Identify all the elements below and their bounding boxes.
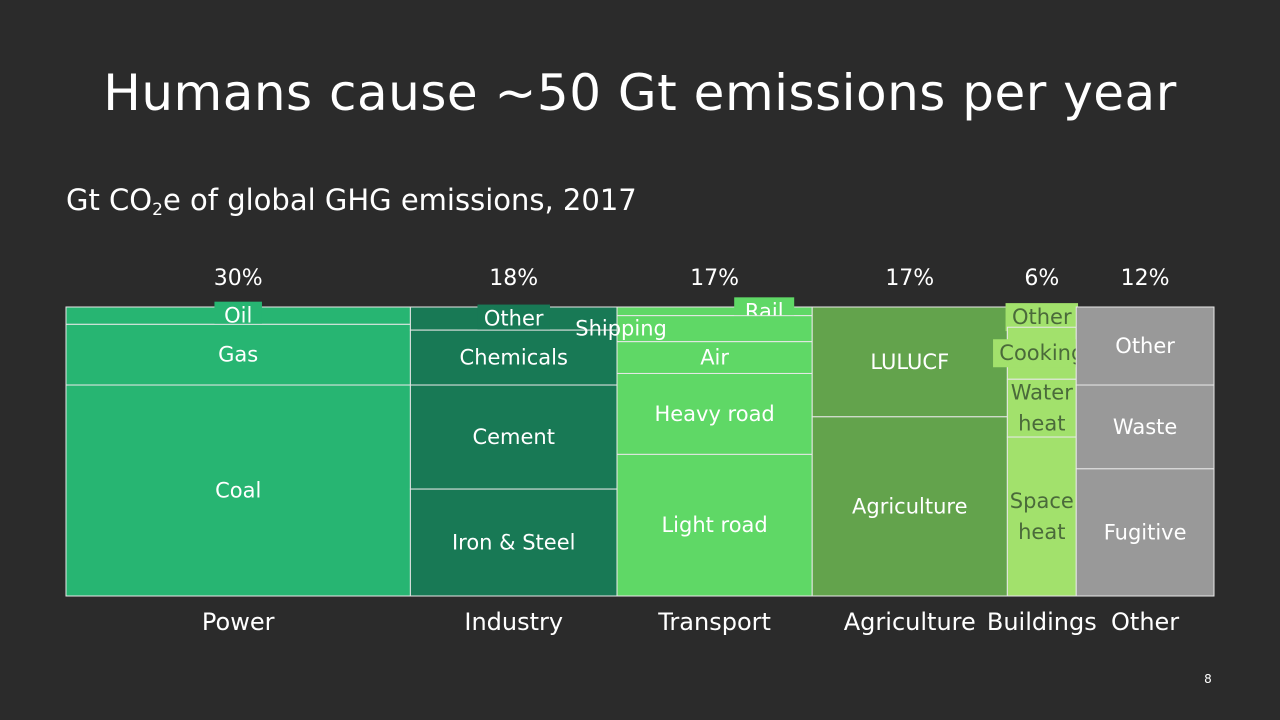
segment-label-industry-cement: Cement bbox=[472, 425, 555, 449]
segment-label-industry-chemicals: Chemicals bbox=[460, 346, 568, 370]
category-label-power: Power bbox=[202, 608, 275, 636]
segment-label-buildings-space-heat-line-1: Space bbox=[1010, 489, 1074, 513]
label-pill-industry-other bbox=[477, 304, 550, 333]
share-label-power: 30% bbox=[214, 266, 263, 291]
segment-label-transport-air: Air bbox=[700, 346, 729, 370]
share-label-buildings: 6% bbox=[1024, 266, 1059, 291]
segment-label-other-other: Other bbox=[1115, 334, 1175, 358]
segment-label-transport-light-road: Light road bbox=[661, 513, 767, 537]
category-label-industry: Industry bbox=[464, 608, 563, 636]
label-pill-buildings-other bbox=[1005, 303, 1079, 332]
category-label-other: Other bbox=[1111, 608, 1179, 636]
chart-subtitle: Gt CO2e of global GHG emissions, 2017 bbox=[66, 180, 637, 230]
segment-label-buildings-water-heat-line-1: Water bbox=[1011, 381, 1073, 405]
segment-other-fugitive bbox=[1075, 468, 1215, 597]
category-label-transport: Transport bbox=[657, 608, 771, 636]
segment-label-buildings-other: Other bbox=[1012, 305, 1072, 329]
segment-label-industry-other: Other bbox=[484, 307, 544, 331]
segment-label-buildings-water-heat-line-2: heat bbox=[1018, 412, 1065, 436]
segment-label-buildings-cooking: Cooking bbox=[999, 341, 1084, 365]
page-number: 8 bbox=[1204, 672, 1212, 686]
segment-transport-shipping bbox=[616, 315, 813, 343]
share-label-other: 12% bbox=[1121, 266, 1170, 291]
segment-label-transport-heavy-road: Heavy road bbox=[654, 402, 774, 426]
share-label-agriculture: 17% bbox=[885, 266, 934, 291]
page-title: Humans cause ~50 Gt emissions per year bbox=[103, 64, 1177, 122]
segment-agriculture-agriculture bbox=[811, 416, 1008, 597]
segment-label-agriculture-agriculture: Agriculture bbox=[852, 494, 968, 518]
segment-label-power-coal: Coal bbox=[215, 479, 261, 503]
segment-industry-iron-steel bbox=[409, 488, 618, 597]
subtitle-unit-prefix: Gt CO bbox=[66, 183, 153, 217]
segment-label-power-gas: Gas bbox=[218, 343, 258, 367]
segment-transport-heavy-road bbox=[616, 372, 813, 455]
segment-label-other-fugitive: Fugitive bbox=[1104, 520, 1187, 544]
segment-buildings-water-heat bbox=[1006, 378, 1077, 438]
segment-label-other-waste: Waste bbox=[1113, 415, 1177, 439]
segment-power-coal bbox=[65, 384, 411, 597]
segment-label-buildings-space-heat-line-2: heat bbox=[1018, 520, 1065, 544]
segment-label-agriculture-lulucf: LULUCF bbox=[870, 350, 949, 374]
segment-other-waste bbox=[1075, 384, 1215, 470]
subtitle-subscript: 2 bbox=[152, 200, 163, 220]
segment-transport-air bbox=[616, 341, 813, 374]
segment-buildings-space-heat bbox=[1006, 436, 1077, 597]
share-label-transport: 17% bbox=[690, 266, 739, 291]
category-label-buildings: Buildings bbox=[987, 608, 1097, 636]
segment-label-power-oil: Oil bbox=[224, 304, 252, 328]
segment-label-industry-iron-steel: Iron & Steel bbox=[452, 531, 576, 555]
subtitle-unit-suffix: e of global GHG emissions, 2017 bbox=[162, 183, 637, 217]
segment-other-other bbox=[1075, 306, 1215, 386]
segment-label-transport-shipping: Shipping bbox=[575, 317, 667, 341]
label-pill-buildings-cooking bbox=[993, 339, 1091, 368]
segment-industry-cement bbox=[409, 384, 618, 490]
category-label-agriculture: Agriculture bbox=[844, 608, 976, 636]
share-label-industry: 18% bbox=[489, 266, 538, 291]
